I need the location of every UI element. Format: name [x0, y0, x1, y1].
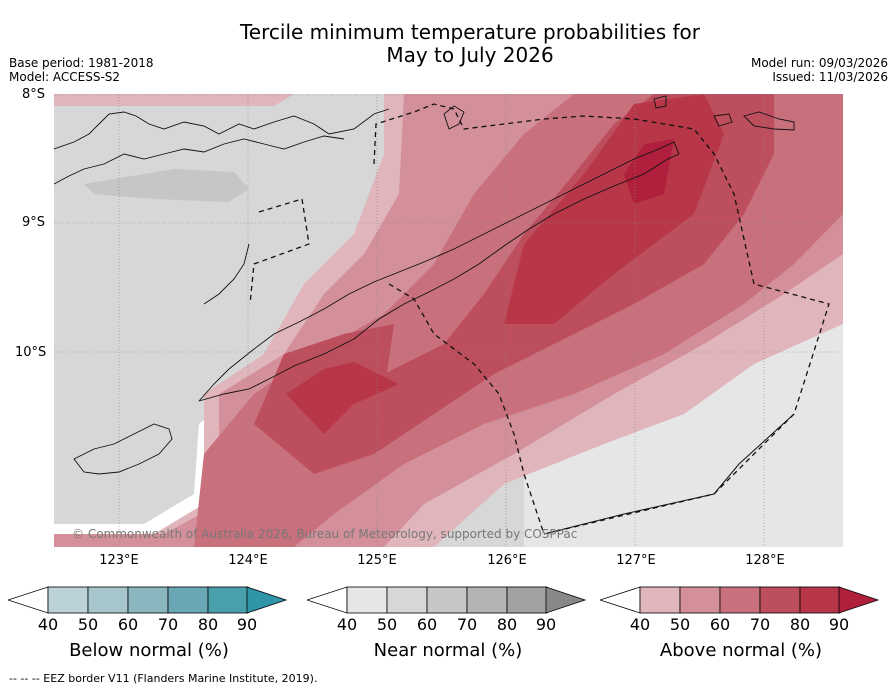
- eez-border-solid-segment: [543, 413, 795, 535]
- cb-near-tick-80: 80: [496, 615, 518, 634]
- cb-near-tick-50: 50: [376, 615, 398, 634]
- colorbar-segment-50: [386, 586, 428, 614]
- eez-border-timor-leste: [388, 283, 545, 535]
- chart-title-line2: May to July 2026: [386, 43, 554, 67]
- lat-label-8s: 8°S: [22, 87, 46, 102]
- colorbar-above-arrow-left: [600, 586, 641, 614]
- colorbar-segment-50: [679, 586, 721, 614]
- cb-above-tick-60: 60: [709, 615, 731, 634]
- cb-above-tick-90: 90: [828, 615, 850, 634]
- colorbar-below-segments: [47, 586, 249, 614]
- lon-label-128e: 128°E: [745, 553, 785, 568]
- colorbar-label-above-normal: Above normal (%): [659, 640, 823, 661]
- colorbar-segment-70: [167, 586, 209, 614]
- lon-label-125e: 125°E: [357, 553, 397, 568]
- chart-title-line1: Tercile minimum temperature probabilitie…: [239, 20, 701, 44]
- colorbar-above-segments: [639, 586, 841, 614]
- graticule: [54, 94, 843, 547]
- colorbar-below-normal: [8, 586, 288, 614]
- colorbar-below-arrow-left: [8, 586, 49, 614]
- colorbar-label-below-normal: Below normal (%): [69, 640, 229, 661]
- issued-text: Issued: 11/03/2026: [772, 70, 888, 84]
- base-period-text: Base period: 1981-2018: [9, 56, 154, 70]
- copyright-text: © Commonwealth of Australia 2026, Bureau…: [72, 527, 577, 541]
- eez-footnote: -- -- -- EEZ border V11 (Flanders Marine…: [9, 672, 318, 685]
- colorbar-above-normal: [600, 586, 880, 614]
- eez-border-north: [373, 103, 830, 535]
- lat-label-9s: 9°S: [22, 215, 46, 230]
- colorbar-segment-80: [207, 586, 249, 614]
- above-normal-80-region-southwest: [286, 362, 399, 434]
- colorbar-segment-80: [799, 586, 841, 614]
- cb-below-tick-40: 40: [37, 615, 59, 634]
- colorbar-near-arrow-left: [307, 586, 348, 614]
- coastline-flores-east: [203, 243, 250, 305]
- colorbar-near-normal: [307, 586, 587, 614]
- colorbar-segment-40: [346, 586, 388, 614]
- colorbar-segment-40: [47, 586, 89, 614]
- coastline-north-islands: [54, 108, 390, 185]
- coastline-timor-north: [198, 141, 680, 402]
- cb-near-tick-70: 70: [456, 615, 478, 634]
- above-normal-40-strip-north: [54, 94, 294, 106]
- coastline-small-island-1: [653, 95, 667, 109]
- colorbar-near-segments: [346, 586, 548, 614]
- cb-below-tick-70: 70: [157, 615, 179, 634]
- colorbar-segment-60: [426, 586, 468, 614]
- model-run-text: Model run: 09/03/2026: [750, 56, 888, 70]
- coastlines: [54, 95, 795, 475]
- cb-above-tick-70: 70: [749, 615, 771, 634]
- coastline-wetar: [443, 105, 465, 130]
- eez-borders: [249, 103, 830, 535]
- lon-label-126e: 126°E: [487, 553, 527, 568]
- colorbar-segment-70: [759, 586, 801, 614]
- lon-label-124e: 124°E: [228, 553, 268, 568]
- cb-near-tick-90: 90: [535, 615, 557, 634]
- lat-label-10s: 10°S: [15, 345, 47, 360]
- above-normal-90-core: [624, 139, 674, 204]
- colorbar-segment-50: [87, 586, 129, 614]
- cb-above-tick-80: 80: [789, 615, 811, 634]
- colorbar-segment-40: [639, 586, 681, 614]
- coastline-small-island-3: [743, 111, 795, 131]
- cb-below-tick-80: 80: [197, 615, 219, 634]
- coastline-sumba: [73, 423, 173, 475]
- near-normal-60-patch: [84, 169, 249, 202]
- colorbar-segment-70: [466, 586, 508, 614]
- colorbar-segment-60: [127, 586, 169, 614]
- colorbar-segment-60: [719, 586, 761, 614]
- eez-border-west: [249, 198, 310, 305]
- colorbar-near-arrow-right: [545, 586, 587, 614]
- cb-above-tick-40: 40: [629, 615, 651, 634]
- cb-near-tick-60: 60: [416, 615, 438, 634]
- colorbar-label-near-normal: Near normal (%): [373, 640, 523, 661]
- coastline-timor-south: [198, 153, 680, 402]
- cb-below-tick-60: 60: [117, 615, 139, 634]
- colorbar-below-arrow-right: [246, 586, 288, 614]
- cb-above-tick-50: 50: [669, 615, 691, 634]
- cb-below-tick-90: 90: [236, 615, 258, 634]
- probability-map: © Commonwealth of Australia 2026, Bureau…: [54, 94, 843, 547]
- cb-near-tick-40: 40: [336, 615, 358, 634]
- lon-label-127e: 127°E: [616, 553, 656, 568]
- colorbar-above-arrow-right: [838, 586, 880, 614]
- lon-label-123e: 123°E: [99, 553, 139, 568]
- model-text: Model: ACCESS-S2: [9, 70, 121, 84]
- colorbar-segment-80: [506, 586, 548, 614]
- cb-below-tick-50: 50: [77, 615, 99, 634]
- coastline-small-island-2: [713, 113, 733, 127]
